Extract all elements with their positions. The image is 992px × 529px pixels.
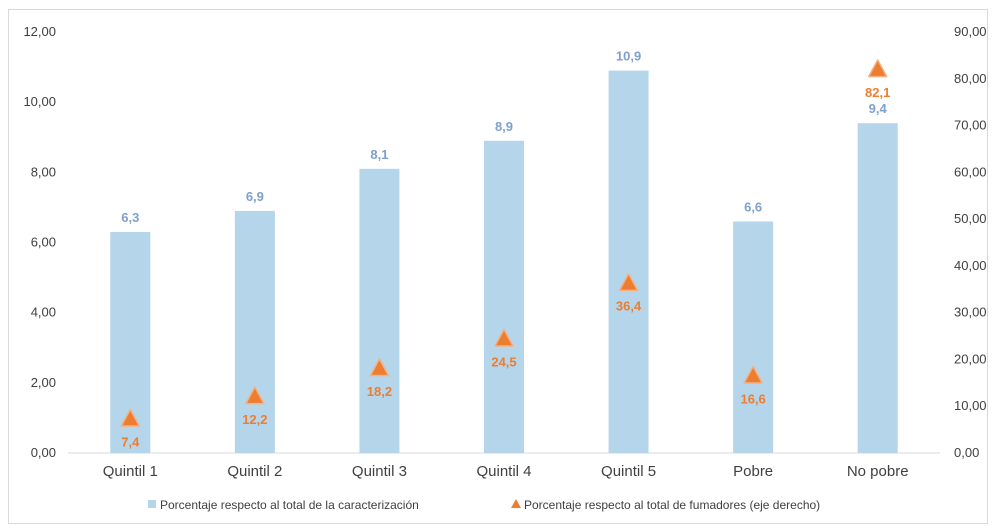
point-value-label: 16,6: [740, 391, 765, 406]
y-right-tick-label: 50,00: [954, 211, 987, 226]
y-left-tick-label: 12,00: [23, 24, 56, 39]
bar: [234, 210, 275, 453]
triangle-point: [120, 408, 141, 427]
bar-value-label: 6,6: [744, 199, 762, 214]
legend-point-label: Porcentaje respecto al total de fumadore…: [524, 498, 820, 512]
legend-bar-swatch: [148, 500, 156, 508]
legend-bar-label: Porcentaje respecto al total de la carac…: [160, 498, 419, 512]
bar-value-label: 6,9: [246, 189, 264, 204]
point-value-label: 36,4: [616, 299, 642, 314]
bar-value-label: 8,1: [370, 147, 388, 162]
x-category-label: Pobre: [733, 463, 773, 480]
y-right-tick-label: 70,00: [954, 118, 987, 133]
triangle-point: [618, 272, 639, 292]
bar: [484, 140, 524, 453]
point-value-label: 82,1: [865, 85, 890, 100]
y-right-tick-label: 30,00: [954, 305, 987, 320]
y-left-tick-label: 10,00: [23, 94, 56, 109]
y-right-tick-label: 60,00: [954, 164, 987, 179]
x-category-label: No pobre: [847, 463, 909, 480]
triangle-point: [245, 386, 265, 405]
y-right-tick-label: 80,00: [954, 71, 987, 86]
bar: [608, 70, 649, 453]
y-right-tick-label: 90,00: [954, 24, 987, 39]
bar: [359, 168, 400, 453]
bar-value-label: 10,9: [616, 49, 641, 64]
y-left-tick-label: 2,00: [31, 375, 56, 390]
y-left-tick-label: 0,00: [31, 445, 56, 460]
x-category-label: Quintil 3: [352, 463, 407, 480]
bar-value-label: 6,3: [121, 210, 139, 225]
triangle-point: [494, 328, 514, 347]
y-right-tick-label: 10,00: [954, 398, 987, 413]
y-left-tick-label: 8,00: [31, 164, 56, 179]
y-right-tick-label: 0,00: [954, 445, 979, 460]
bar: [857, 123, 898, 453]
bar: [733, 221, 774, 453]
x-category-label: Quintil 4: [476, 463, 531, 480]
bar-value-label: 9,4: [869, 101, 888, 116]
x-category-label: Quintil 1: [103, 463, 158, 480]
point-value-label: 7,4: [121, 434, 140, 449]
legend-triangle-icon: [511, 499, 521, 508]
x-category-label: Quintil 2: [227, 463, 282, 480]
y-left-tick-label: 4,00: [31, 305, 56, 320]
point-value-label: 24,5: [491, 354, 516, 369]
x-category-label: Quintil 5: [601, 463, 656, 480]
triangle-point: [867, 59, 888, 78]
point-value-label: 12,2: [242, 412, 267, 427]
triangle-point: [369, 358, 390, 377]
y-right-tick-label: 40,00: [954, 258, 987, 273]
bar-value-label: 8,9: [495, 119, 513, 134]
triangle-point: [743, 365, 763, 384]
point-value-label: 18,2: [367, 384, 392, 399]
y-right-tick-label: 20,00: [954, 351, 987, 366]
y-left-tick-label: 6,00: [31, 235, 56, 250]
